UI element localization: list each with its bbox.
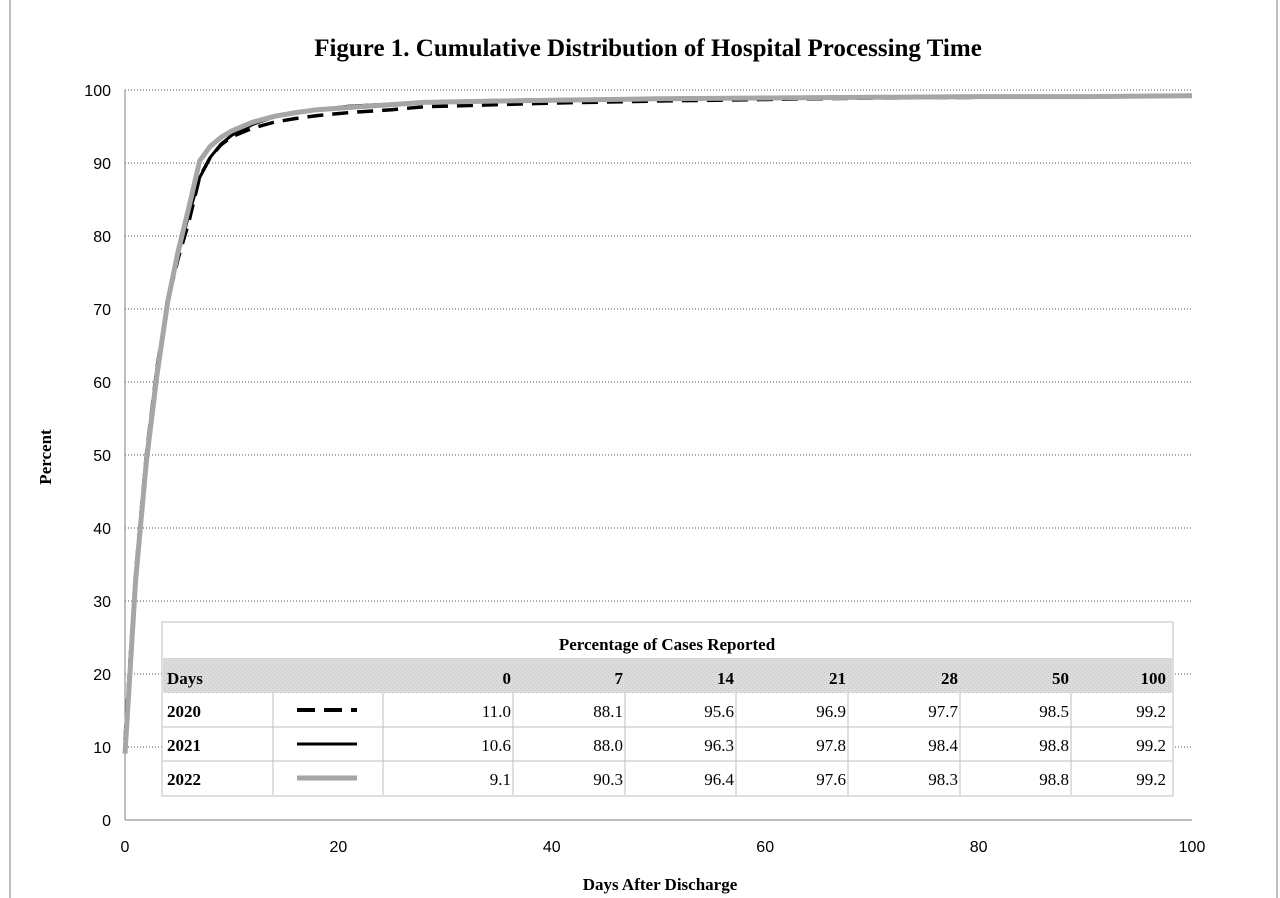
table-cell-2022-50: 98.8 [1039, 770, 1069, 789]
y-tick-label-90: 90 [93, 156, 111, 173]
series-line-2022 [122, 93, 1193, 754]
x-tick-label-0: 0 [121, 839, 130, 856]
table-days-header: Days [167, 669, 203, 688]
y-tick-label-80: 80 [93, 229, 111, 246]
table-cell-2020-7: 88.1 [593, 702, 623, 721]
table-cell-2021-21: 97.8 [816, 736, 846, 755]
table-cell-2020-50: 98.5 [1039, 702, 1069, 721]
table-header-band [163, 658, 1172, 693]
table-cell-2022-100: 99.2 [1136, 770, 1166, 789]
table-cell-2022-28: 98.3 [928, 770, 958, 789]
table-background [161, 621, 1174, 797]
table-row-label-2020: 2020 [167, 702, 201, 721]
x-tick-label-40: 40 [543, 839, 561, 856]
table-row-label-2021: 2021 [167, 736, 201, 755]
y-tick-label-30: 30 [93, 594, 111, 611]
y-tick-labels: 0 10 20 30 40 50 60 70 80 90 100 [84, 83, 111, 830]
y-tick-label-40: 40 [93, 521, 111, 538]
y-tick-label-10: 10 [93, 740, 111, 757]
table-cell-2021-14: 96.3 [704, 736, 734, 755]
y-tick-label-20: 20 [93, 667, 111, 684]
table-row-label-2022: 2022 [167, 770, 201, 789]
x-tick-label-80: 80 [970, 839, 988, 856]
data-table: Percentage of Cases Reported Days 0 7 14 21… [161, 621, 1174, 797]
x-tick-label-60: 60 [756, 839, 774, 856]
table-col-header-0: 0 [503, 669, 512, 688]
table-cell-2020-14: 95.6 [704, 702, 734, 721]
chart-title: Figure 1. Cumulative Distribution of Hos… [314, 35, 982, 62]
table-col-header-28: 28 [941, 669, 958, 688]
table-cell-2021-50: 98.8 [1039, 736, 1069, 755]
table-cell-2022-21: 97.6 [816, 770, 846, 789]
series-lines [122, 93, 1193, 754]
table-cell-2021-100: 99.2 [1136, 736, 1166, 755]
table-col-header-100: 100 [1141, 669, 1167, 688]
x-tick-label-100: 100 [1179, 839, 1206, 856]
table-col-header-14: 14 [717, 669, 735, 688]
table-cell-2020-28: 97.7 [928, 702, 958, 721]
table-cell-2022-0: 9.1 [490, 770, 511, 789]
x-tick-labels: 0 20 40 60 80 100 [121, 839, 1206, 856]
table-cell-2021-28: 98.4 [928, 736, 958, 755]
table-cell-borders [163, 693, 1172, 795]
axes [124, 90, 1192, 821]
y-axis-label: Percent [36, 429, 55, 485]
table-col-header-50: 50 [1052, 669, 1069, 688]
y-tick-label-60: 60 [93, 375, 111, 392]
table-cell-2020-100: 99.2 [1136, 702, 1166, 721]
table-cell-2022-14: 96.4 [704, 770, 734, 789]
table-cell-2020-0: 11.0 [482, 702, 511, 721]
table-rows: 2020 11.0 88.1 95.6 96.9 97.7 98.5 99.2 2021 10.6… [167, 702, 1166, 789]
x-tick-label-20: 20 [330, 839, 348, 856]
table-col-header-21: 21 [829, 669, 846, 688]
table-title: Percentage of Cases Reported [559, 635, 776, 654]
y-tick-label-50: 50 [93, 448, 111, 465]
table-cell-2021-0: 10.6 [481, 736, 511, 755]
table-cell-2021-7: 88.0 [593, 736, 623, 755]
table-cell-2020-21: 96.9 [816, 702, 846, 721]
y-tick-label-100: 100 [84, 83, 111, 100]
y-tick-label-0: 0 [102, 813, 111, 830]
y-tick-label-70: 70 [93, 302, 111, 319]
table-column-headers: 0 7 14 21 28 50 100 [503, 669, 1167, 688]
x-axis-label: Days After Discharge [583, 875, 738, 894]
table-cell-2022-7: 90.3 [593, 770, 623, 789]
table-col-header-7: 7 [615, 669, 624, 688]
